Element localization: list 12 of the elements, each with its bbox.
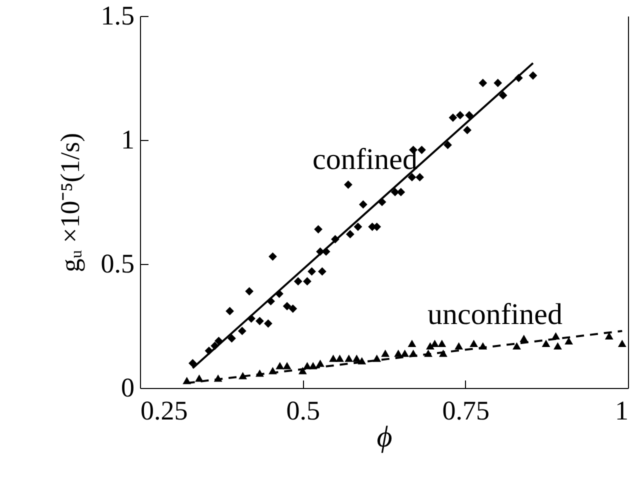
y-tick-label: 0.5 [100,248,134,278]
y-tick-label: 0 [121,372,134,402]
x-axis-title: ϕ [376,420,392,454]
y-tick-label: 1 [121,124,134,154]
x-tick-label: 1 [615,396,628,426]
annotation: confined [312,143,418,176]
y-axis-title: gᵤ ×10⁻⁵(1/s) [54,132,85,272]
x-tick-label: 0.25 [140,396,188,426]
y-tick-label: 1.5 [100,0,134,30]
x-tick-label: 0.5 [286,396,320,426]
x-tick-label: 0.75 [442,396,490,426]
annotation: unconfined [428,298,562,331]
